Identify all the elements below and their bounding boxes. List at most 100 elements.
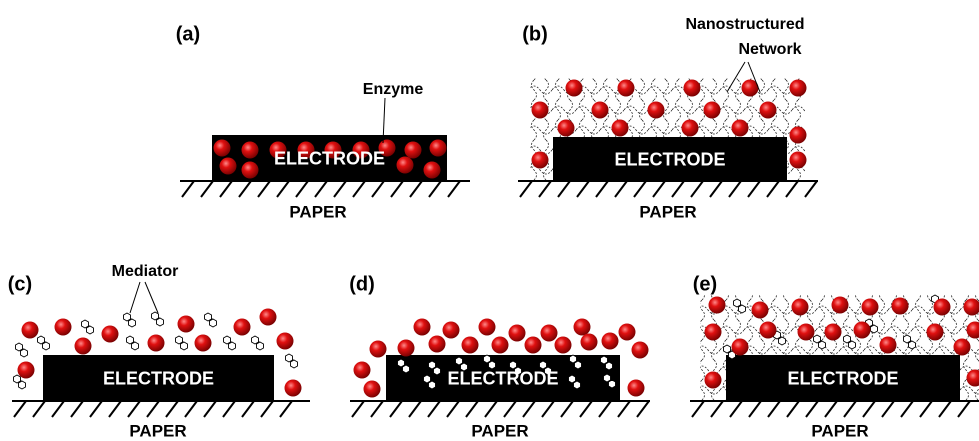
enzyme — [797, 323, 815, 341]
panel: (c) ELECTRODE PAPER Mediator — [8, 263, 310, 440]
hatch — [652, 180, 666, 198]
enzyme — [647, 101, 665, 119]
hatch — [560, 400, 574, 418]
enzyme — [557, 119, 575, 137]
enzyme — [491, 336, 509, 354]
enzyme — [508, 324, 526, 342]
hatch — [427, 400, 441, 418]
hatch — [314, 180, 328, 198]
hatch — [484, 400, 498, 418]
electrode-label: ELECTRODE — [447, 368, 558, 388]
hatch — [617, 400, 631, 418]
enzyme — [461, 336, 479, 354]
hatch — [184, 400, 198, 418]
enzyme — [926, 323, 944, 341]
hatch — [222, 400, 236, 418]
hatch — [127, 400, 141, 418]
enzyme — [791, 298, 809, 316]
mediator — [15, 342, 28, 358]
enzyme — [428, 335, 446, 353]
enzyme — [101, 325, 119, 343]
enzyme — [703, 101, 721, 119]
hatch — [541, 400, 555, 418]
hatch — [389, 400, 403, 418]
enzyme — [219, 157, 237, 175]
hatch — [636, 400, 650, 418]
hatch — [146, 400, 160, 418]
hatch — [465, 400, 479, 418]
hatch — [279, 400, 293, 418]
hatch — [900, 400, 914, 418]
hatch — [767, 400, 781, 418]
enzyme — [413, 318, 431, 336]
enzyme — [241, 161, 259, 179]
hatch — [881, 400, 895, 418]
hatch — [709, 180, 723, 198]
hatch — [557, 180, 571, 198]
hatch — [576, 180, 590, 198]
enzyme — [617, 79, 635, 97]
enzyme — [704, 371, 722, 389]
hatch — [747, 180, 761, 198]
substrate-label: PAPER — [811, 421, 868, 440]
enzyme — [573, 318, 591, 336]
hatch — [446, 400, 460, 418]
hatch — [728, 180, 742, 198]
hatch — [89, 400, 103, 418]
pointer — [144, 281, 159, 314]
enzyme — [879, 336, 897, 354]
enzyme — [759, 101, 777, 119]
panel: (e) ELECTRODE PAPER — [690, 273, 979, 440]
hatch — [595, 180, 609, 198]
pointer — [747, 61, 761, 93]
electrode-label: ELECTRODE — [787, 368, 898, 388]
enzyme — [396, 156, 414, 174]
enzyme — [554, 336, 572, 354]
enzyme — [789, 151, 807, 169]
mediator — [123, 312, 136, 328]
enzyme — [618, 323, 636, 341]
enzyme — [259, 308, 277, 326]
pointer — [726, 61, 746, 93]
hatch — [219, 180, 233, 198]
enzyme — [853, 321, 871, 339]
hatch — [13, 400, 27, 418]
hatch — [32, 400, 46, 418]
enzyme — [213, 139, 231, 157]
enzyme — [759, 321, 777, 339]
hatch — [238, 180, 252, 198]
hatch — [333, 180, 347, 198]
mediator — [251, 335, 264, 351]
hatch — [729, 400, 743, 418]
mediator — [151, 311, 164, 327]
hatch — [824, 400, 838, 418]
enzyme — [284, 379, 302, 397]
hatch — [370, 400, 384, 418]
enzyme — [147, 334, 165, 352]
enzyme — [276, 332, 294, 350]
enzyme — [177, 315, 195, 333]
electrode — [43, 355, 274, 400]
enzyme — [731, 338, 749, 356]
hatch — [785, 180, 799, 198]
hatch — [200, 180, 214, 198]
enzyme — [953, 338, 971, 356]
hatch — [408, 400, 422, 418]
hatch — [671, 180, 685, 198]
enzyme — [824, 323, 842, 341]
enzyme — [369, 340, 387, 358]
enzyme — [54, 318, 72, 336]
enzyme — [531, 101, 549, 119]
hatch — [351, 400, 365, 418]
hatch — [804, 180, 818, 198]
enzyme — [789, 79, 807, 97]
hatch — [938, 400, 952, 418]
enzyme — [966, 369, 979, 387]
hatch — [690, 180, 704, 198]
enzyme — [423, 161, 441, 179]
hatch — [181, 180, 195, 198]
hatch — [70, 400, 84, 418]
enzyme — [540, 324, 558, 342]
annotation: Enzyme — [363, 81, 424, 98]
enzyme — [269, 141, 287, 159]
